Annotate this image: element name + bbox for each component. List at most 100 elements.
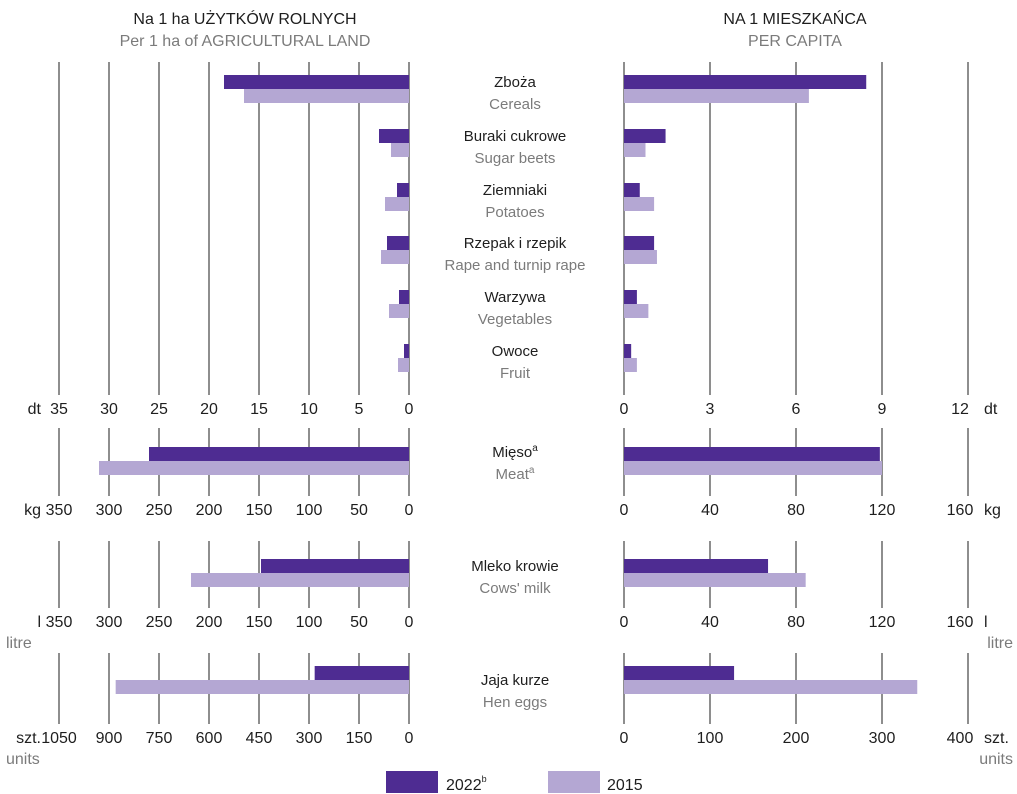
bar-right-2022-meat (624, 447, 880, 461)
bar-right-2015-milk (624, 573, 806, 587)
tick-label-left: 35 (50, 401, 68, 418)
unit-label-en-left: units (6, 751, 40, 768)
unit-label-left: szt. (16, 730, 41, 747)
tick-label-left: 250 (146, 614, 173, 631)
unit-label-left: l (37, 614, 41, 631)
tick-label-right: 40 (701, 614, 719, 631)
tick-label-right: 100 (697, 730, 724, 747)
category-label-en: Fruit (500, 365, 531, 382)
tick-label-right: 80 (787, 614, 805, 631)
unit-label-en-right: litre (987, 635, 1013, 652)
bar-left-2022-meat (149, 447, 409, 461)
category-label-pl: Ziemniaki (483, 182, 547, 199)
tick-label-left: 1050 (41, 730, 77, 747)
bar-right-2015-crops (624, 197, 655, 211)
tick-label-right: 80 (787, 502, 805, 519)
tick-label-left: 15 (250, 401, 268, 418)
bar-right-2022-crops (624, 290, 637, 304)
unit-label-right: szt. (984, 730, 1009, 747)
bar-left-2015-milk (191, 573, 409, 587)
bar-right-2015-eggs (624, 680, 918, 694)
category-label-pl: Jaja kurze (481, 672, 549, 689)
panel-eggs: Jaja kurze Hen eggs 1050 900 750 600 450 300 150… (6, 653, 1013, 768)
tick-label-left: 900 (96, 730, 123, 747)
category-label-pl: Warzywa (484, 289, 546, 306)
right-header-pl: NA 1 MIESZKAŃCA (723, 9, 866, 28)
tick-label-right: 0 (620, 614, 629, 631)
bar-left-2015-crops (244, 89, 409, 103)
tick-label-left: 30 (100, 401, 118, 418)
unit-label-left: dt (28, 401, 42, 418)
tick-label-left: 0 (405, 614, 414, 631)
bar-left-2022-eggs (314, 666, 409, 680)
category-label-en: Sugar beets (475, 150, 556, 167)
tick-label-left: 250 (146, 502, 173, 519)
category-label-pl: Owoce (492, 343, 539, 360)
unit-label-en-right: units (979, 751, 1013, 768)
tick-label-left: 300 (96, 614, 123, 631)
tick-label-left: 0 (405, 401, 414, 418)
bar-left-2022-crops (387, 236, 409, 250)
bar-left-2022-crops (224, 75, 409, 89)
bar-right-2015-meat (624, 461, 882, 475)
bar-right-2015-crops (624, 304, 649, 318)
tick-label-left: 50 (350, 502, 368, 519)
tick-label-right: 12 (951, 401, 969, 418)
tick-label-left: 150 (246, 502, 273, 519)
tick-label-right: 400 (947, 730, 974, 747)
category-label-en: Meata (496, 465, 535, 483)
tick-label-right: 160 (947, 614, 974, 631)
tick-label-right: 0 (620, 502, 629, 519)
tick-label-left: 25 (150, 401, 168, 418)
tick-label-left: 450 (246, 730, 273, 747)
tick-label-right: 9 (878, 401, 887, 418)
legend-label-2015: 2015 (607, 777, 643, 794)
bar-left-2022-crops (404, 344, 409, 358)
legend-swatch-2022 (386, 771, 438, 793)
tick-label-left: 0 (405, 502, 414, 519)
tick-label-right: 200 (783, 730, 810, 747)
bar-right-2022-milk (624, 559, 769, 573)
bar-right-2022-crops (624, 236, 655, 250)
tick-label-left: 600 (196, 730, 223, 747)
right-header-en: PER CAPITA (748, 33, 842, 50)
category-label-en: Cows' milk (479, 580, 551, 597)
bar-left-2015-crops (389, 304, 409, 318)
bar-right-2022-crops (624, 344, 632, 358)
tick-label-left: 350 (46, 502, 73, 519)
bar-right-2015-crops (624, 89, 809, 103)
tick-label-left: 5 (355, 401, 364, 418)
tick-label-right: 120 (869, 614, 896, 631)
bar-left-2022-crops (397, 183, 409, 197)
unit-label-left: kg (24, 502, 41, 519)
tick-label-left: 50 (350, 614, 368, 631)
bar-left-2022-crops (399, 290, 409, 304)
tick-label-left: 300 (96, 502, 123, 519)
tick-label-left: 150 (246, 614, 273, 631)
left-header-pl: Na 1 ha UŻYTKÓW ROLNYCH (133, 9, 356, 28)
legend-swatch-2015 (548, 771, 600, 793)
category-label-pl: Zboża (494, 74, 536, 91)
bar-right-2022-crops (624, 183, 640, 197)
left-header-en: Per 1 ha of AGRICULTURAL LAND (120, 33, 371, 50)
unit-label-right: kg (984, 502, 1001, 519)
chart-panels: Zboża Cereals Buraki cukrowe Sugar beets Zie… (6, 62, 1013, 768)
tick-label-left: 200 (196, 614, 223, 631)
category-label-pl: Rzepak i rzepik (464, 235, 567, 252)
category-label-pl: Mleko krowie (471, 558, 559, 575)
category-label-en: Rape and turnip rape (445, 257, 586, 274)
tick-label-right: 0 (620, 730, 629, 747)
category-label-pl: Buraki cukrowe (464, 128, 567, 145)
tick-label-right: 0 (620, 401, 629, 418)
bar-left-2022-milk (261, 559, 409, 573)
legend: 2022b 2015 (386, 771, 643, 794)
legend-label-2022: 2022b (446, 774, 487, 794)
tick-label-right: 6 (792, 401, 801, 418)
tick-label-left: 750 (146, 730, 173, 747)
bar-right-2015-crops (624, 143, 646, 157)
category-label-en: Cereals (489, 96, 541, 113)
bar-right-2015-crops (624, 358, 637, 372)
tick-label-right: 3 (706, 401, 715, 418)
category-label-en: Vegetables (478, 311, 552, 328)
bar-left-2015-crops (385, 197, 409, 211)
